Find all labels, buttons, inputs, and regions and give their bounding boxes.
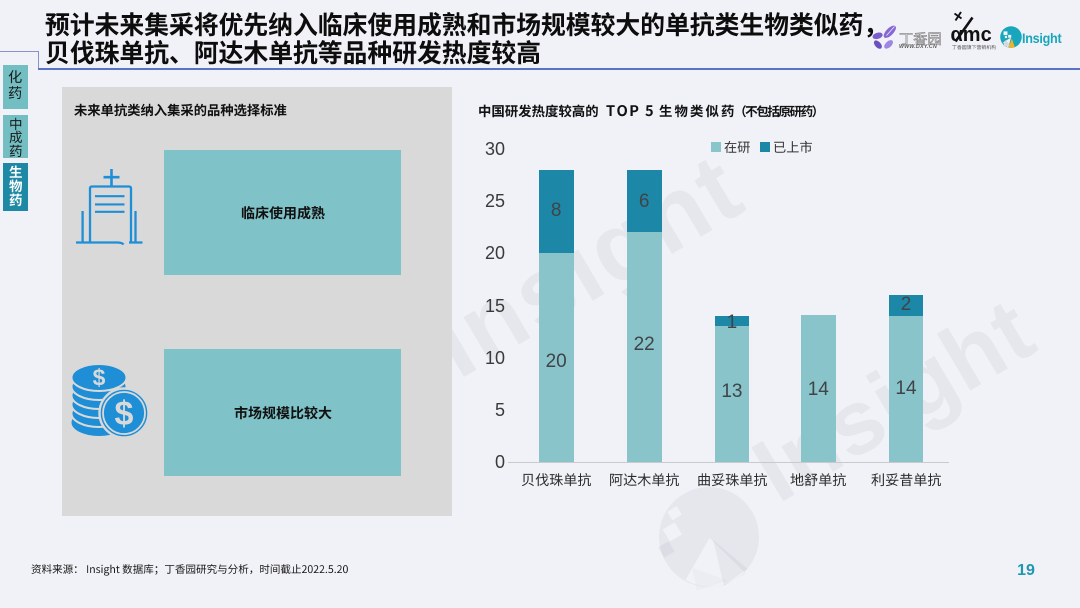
svg-text:$: $ xyxy=(115,395,134,433)
svg-text:$: $ xyxy=(93,365,106,391)
